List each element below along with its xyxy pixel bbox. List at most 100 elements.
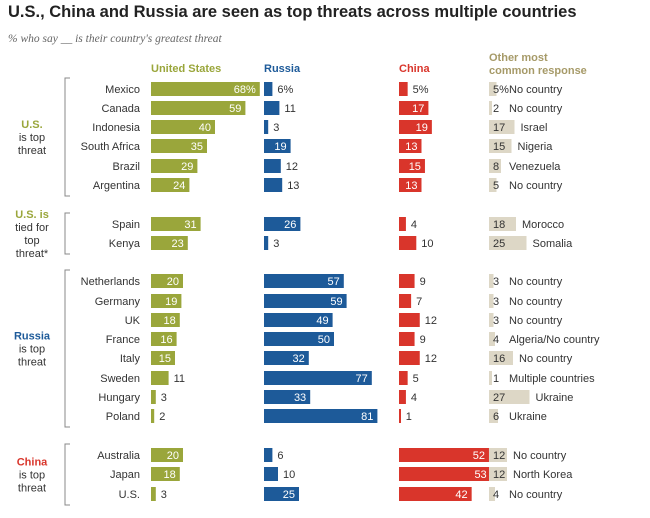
bar-other bbox=[489, 217, 516, 231]
bar-us bbox=[151, 236, 188, 250]
column-header-russia: Russia bbox=[264, 63, 301, 75]
column-header-china: China bbox=[399, 63, 430, 75]
value-label-other: 3 bbox=[493, 296, 499, 308]
bar-other bbox=[489, 371, 492, 385]
bar-china bbox=[399, 274, 415, 288]
value-label-other: 27 bbox=[493, 392, 505, 404]
other-response-label: Venezuela bbox=[509, 161, 561, 173]
other-response-label: Ukraine bbox=[536, 392, 574, 404]
group-bracket bbox=[64, 443, 70, 506]
value-label-russia: 32 bbox=[293, 353, 305, 365]
country-label: Sweden bbox=[100, 373, 140, 385]
bar-us bbox=[151, 139, 207, 153]
bar-russia bbox=[264, 371, 372, 385]
group-bracket bbox=[64, 269, 70, 428]
value-label-us: 20 bbox=[167, 276, 179, 288]
value-label-us: 18 bbox=[164, 315, 176, 327]
bar-russia bbox=[264, 487, 299, 501]
value-label-other: 4 bbox=[493, 334, 499, 346]
value-label-russia: 77 bbox=[356, 373, 368, 385]
other-response-label: No country bbox=[509, 296, 563, 308]
bar-us bbox=[151, 217, 201, 231]
bar-us bbox=[151, 448, 183, 462]
value-label-us: 23 bbox=[172, 238, 184, 250]
other-response-label: No country bbox=[509, 315, 563, 327]
bar-china bbox=[399, 120, 432, 134]
value-label-russia: 49 bbox=[316, 315, 328, 327]
bar-russia bbox=[264, 390, 311, 404]
value-label-russia: 3 bbox=[273, 122, 279, 134]
bar-russia bbox=[264, 159, 281, 173]
value-label-russia: 57 bbox=[328, 276, 340, 288]
bar-us bbox=[151, 159, 198, 173]
bar-other bbox=[489, 390, 530, 404]
bar-other bbox=[489, 467, 507, 481]
group-label-line: is top bbox=[19, 470, 45, 482]
value-label-china: 9 bbox=[420, 334, 426, 346]
value-label-china: 13 bbox=[405, 180, 417, 192]
other-response-label: Israel bbox=[521, 122, 548, 134]
value-label-china: 10 bbox=[421, 238, 433, 250]
group-label-line: Russia bbox=[14, 331, 51, 343]
value-label-china: 7 bbox=[416, 296, 422, 308]
bar-china bbox=[399, 371, 408, 385]
group-label-line: threat* bbox=[16, 248, 49, 260]
bar-other bbox=[489, 159, 501, 173]
bar-russia bbox=[264, 82, 273, 96]
bar-other bbox=[489, 313, 494, 327]
bar-russia bbox=[264, 467, 278, 481]
group-label-line: tied for bbox=[15, 222, 49, 234]
bar-other bbox=[489, 101, 492, 115]
country-label: Japan bbox=[110, 469, 140, 481]
bar-us bbox=[151, 313, 180, 327]
bar-us bbox=[151, 274, 183, 288]
group-label-line: is top bbox=[19, 132, 45, 144]
value-label-china: 12 bbox=[425, 353, 437, 365]
group-label-line: U.S. is bbox=[15, 209, 49, 221]
country-label: UK bbox=[125, 315, 141, 327]
value-label-us: 31 bbox=[184, 219, 196, 231]
bar-china bbox=[399, 159, 425, 173]
value-label-other: 17 bbox=[493, 122, 505, 134]
bar-us bbox=[151, 101, 246, 115]
value-label-other: 12 bbox=[493, 469, 505, 481]
bar-russia bbox=[264, 120, 269, 134]
other-response-label: No country bbox=[509, 276, 563, 288]
bar-other bbox=[489, 274, 494, 288]
other-response-label: Multiple countries bbox=[509, 373, 595, 385]
value-label-russia: 6% bbox=[277, 84, 293, 96]
bar-russia bbox=[264, 351, 309, 365]
bar-china bbox=[399, 178, 422, 192]
bar-other bbox=[489, 120, 515, 134]
value-label-china: 1 bbox=[406, 411, 412, 423]
bar-china bbox=[399, 101, 429, 115]
country-label: Brazil bbox=[112, 161, 140, 173]
other-response-label: No country bbox=[519, 353, 573, 365]
chart-subtitle: % who say __ is their country's greatest… bbox=[8, 33, 222, 45]
value-label-china: 19 bbox=[416, 122, 428, 134]
country-label: Spain bbox=[112, 219, 140, 231]
value-label-other: 25 bbox=[493, 238, 505, 250]
value-label-china: 13 bbox=[405, 141, 417, 153]
value-label-other: 16 bbox=[493, 353, 505, 365]
bar-other bbox=[489, 409, 498, 423]
other-response-label: Ukraine bbox=[509, 411, 547, 423]
country-label: South Africa bbox=[81, 141, 141, 153]
value-label-china: 53 bbox=[474, 469, 486, 481]
group-label-line: threat bbox=[18, 357, 46, 369]
country-label: France bbox=[106, 334, 140, 346]
bar-other bbox=[489, 139, 512, 153]
value-label-other: 3 bbox=[493, 276, 499, 288]
bar-russia bbox=[264, 101, 280, 115]
value-label-russia: 10 bbox=[283, 469, 295, 481]
value-label-us: 68% bbox=[234, 84, 256, 96]
other-response-label: No country bbox=[509, 103, 563, 115]
country-label: Hungary bbox=[98, 392, 140, 404]
value-label-russia: 3 bbox=[273, 238, 279, 250]
bar-us bbox=[151, 351, 175, 365]
bar-russia bbox=[264, 236, 269, 250]
value-label-other: 2 bbox=[493, 103, 499, 115]
bar-china bbox=[399, 236, 417, 250]
bar-russia bbox=[264, 274, 344, 288]
